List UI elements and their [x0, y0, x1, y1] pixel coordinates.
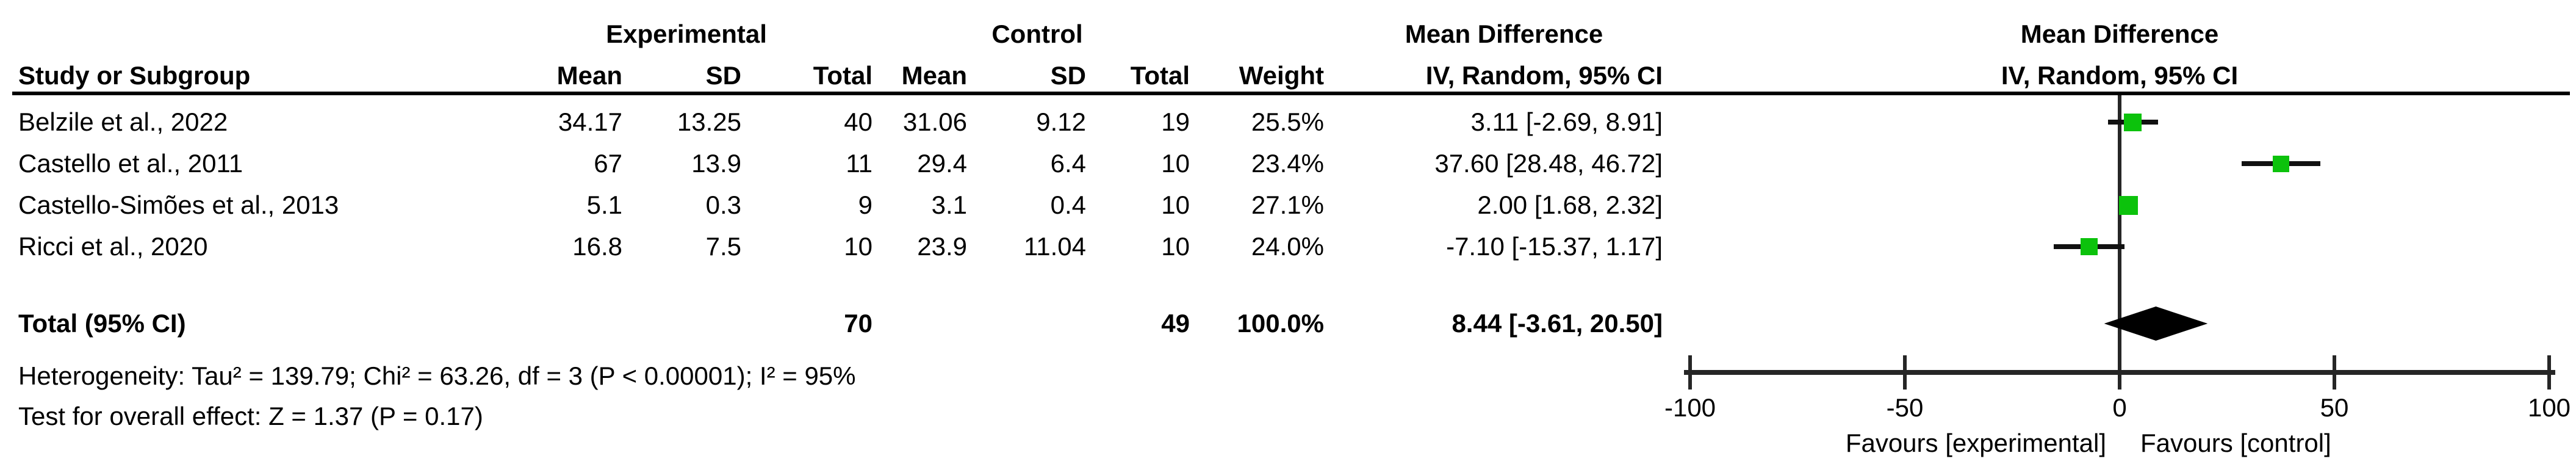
exp-sd-value: 0.3: [705, 190, 741, 219]
favours-experimental-label: Favours [experimental]: [1845, 429, 2106, 457]
effect-square: [2118, 195, 2138, 215]
study-name: Castello-Simões et al., 2013: [18, 190, 339, 219]
weight-value: 25.5%: [1251, 107, 1324, 136]
exp-total-header: Total: [813, 61, 872, 90]
ctrl-mean-value: 3.1: [931, 190, 967, 219]
heterogeneity-text: Heterogeneity: Tau² = 139.79; Chi² = 63.…: [18, 361, 856, 390]
total-ci-label: 8.44 [-3.61, 20.50]: [1452, 309, 1663, 338]
ctrl-sd-value: 0.4: [1050, 190, 1086, 219]
study-name: Belzile et al., 2022: [18, 107, 228, 136]
ctrl-sd-value: 9.12: [1036, 107, 1086, 136]
exp-sd-value: 13.9: [691, 149, 741, 178]
total-exp-total: 70: [844, 309, 872, 338]
overall-effect-text: Test for overall effect: Z = 1.37 (P = 0…: [18, 402, 483, 430]
axis-tick-label: 100: [2527, 393, 2571, 422]
axis-tick: [2118, 355, 2121, 390]
ctrl-sd-value: 6.4: [1050, 149, 1086, 178]
ctrl-total-value: 10: [1161, 149, 1190, 178]
effect-square: [2124, 113, 2142, 131]
experimental-group-header: Experimental: [606, 20, 767, 48]
ctrl-total-value: 19: [1161, 107, 1190, 136]
ctrl-total-value: 10: [1161, 190, 1190, 219]
ci-text-value: 37.60 [28.48, 46.72]: [1434, 149, 1663, 178]
total-row-label: Total (95% CI): [18, 309, 186, 338]
exp-total-value: 40: [844, 107, 872, 136]
ci-text-value: 3.11 [-2.69, 8.91]: [1470, 107, 1663, 136]
exp-sd-header: SD: [705, 61, 741, 90]
weight-value: 27.1%: [1251, 190, 1324, 219]
exp-mean-header: Mean: [556, 61, 622, 90]
ctrl-total-value: 10: [1161, 232, 1190, 261]
ctrl-mean-value: 31.06: [902, 107, 967, 136]
weight-value: 24.0%: [1251, 232, 1324, 261]
exp-mean-value: 67: [594, 149, 622, 178]
favours-control-label: Favours [control]: [2140, 429, 2331, 457]
weight-value: 23.4%: [1251, 149, 1324, 178]
axis-tick-label: 50: [2320, 393, 2349, 422]
header-rule: [12, 92, 2570, 95]
ctrl-mean-value: 23.9: [917, 232, 967, 261]
weight-header: Weight: [1239, 61, 1324, 90]
mean-difference-text-header: Mean Difference: [1405, 20, 1603, 48]
study-name: Ricci et al., 2020: [18, 232, 208, 261]
axis-tick-label: -50: [1886, 393, 1924, 422]
ctrl-mean-value: 29.4: [917, 149, 967, 178]
effect-square: [2273, 155, 2290, 172]
axis-tick: [1688, 355, 1692, 390]
exp-sd-value: 13.25: [677, 107, 741, 136]
exp-mean-value: 34.17: [558, 107, 622, 136]
exp-mean-value: 16.8: [572, 232, 622, 261]
mean-difference-plot-header: Mean Difference: [2020, 20, 2219, 48]
ctrl-sd-value: 11.04: [1024, 232, 1086, 261]
total-ctrl-total: 49: [1161, 309, 1190, 338]
ctrl-sd-header: SD: [1050, 61, 1086, 90]
ci-text-value: 2.00 [1.68, 2.32]: [1477, 190, 1663, 219]
exp-total-value: 9: [858, 190, 872, 219]
axis-tick-label: -100: [1664, 393, 1716, 422]
study-name: Castello et al., 2011: [18, 149, 243, 178]
control-group-header: Control: [991, 20, 1083, 48]
axis-tick: [2333, 355, 2336, 390]
iv-random-text-header: IV, Random, 95% CI: [1425, 61, 1663, 90]
ctrl-mean-header: Mean: [901, 61, 967, 90]
study-column-header: Study or Subgroup: [18, 61, 251, 90]
exp-total-value: 11: [846, 149, 872, 178]
exp-sd-value: 7.5: [705, 232, 741, 261]
ci-text-value: -7.10 [-15.37, 1.17]: [1446, 232, 1663, 261]
total-weight: 100.0%: [1237, 309, 1324, 338]
axis-tick: [1903, 355, 1907, 390]
exp-total-value: 10: [844, 232, 872, 261]
zero-line: [2118, 95, 2121, 372]
exp-mean-value: 5.1: [586, 190, 622, 219]
axis-tick-label: 0: [2112, 393, 2127, 422]
effect-square: [2081, 238, 2098, 255]
axis-tick: [2547, 355, 2551, 390]
ctrl-total-header: Total: [1130, 61, 1190, 90]
iv-random-plot-header: IV, Random, 95% CI: [2001, 61, 2239, 90]
